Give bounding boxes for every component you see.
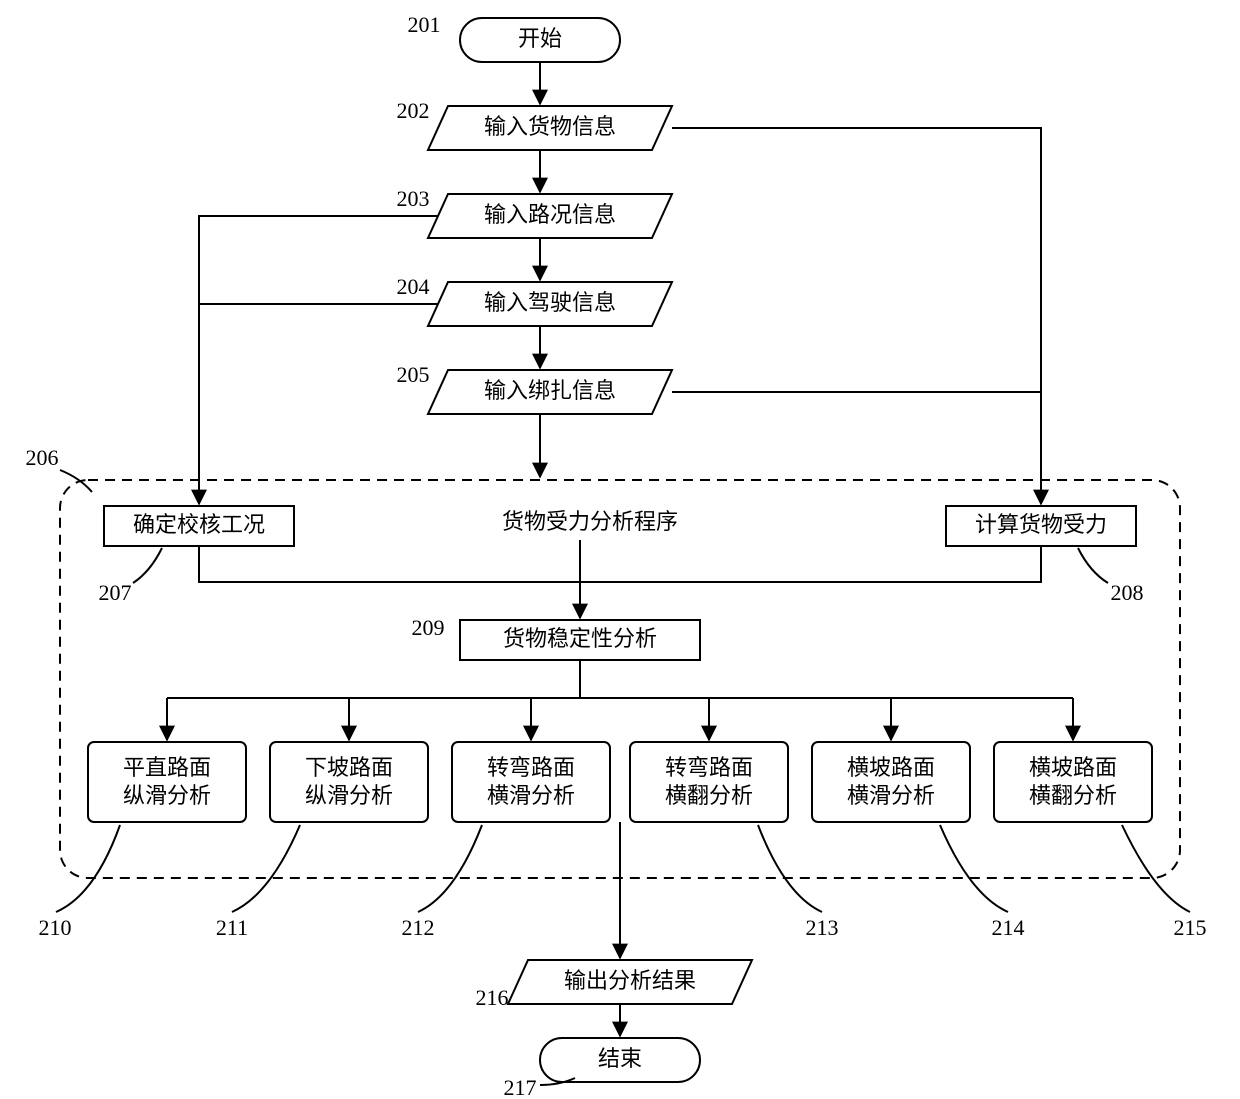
svg-text:纵滑分析: 纵滑分析 — [305, 783, 393, 808]
ref-215: 215 — [1174, 915, 1207, 940]
node-207-label: 确定校核工况 — [133, 512, 265, 537]
ref-206: 206 — [26, 445, 59, 470]
svg-text:下坡路面: 下坡路面 — [305, 755, 393, 780]
svg-text:转弯路面: 转弯路面 — [665, 755, 753, 780]
ref-202: 202 — [397, 98, 430, 123]
svg-text:横坡路面: 横坡路面 — [1029, 755, 1117, 780]
svg-text:横滑分析: 横滑分析 — [487, 783, 575, 808]
leader-214 — [940, 825, 1008, 912]
node-input-driving: 输入驾驶信息 — [428, 282, 672, 326]
svg-text:横翻分析: 横翻分析 — [665, 783, 753, 808]
node-input-driving-label: 输入驾驶信息 — [484, 290, 616, 315]
node-214: 横坡路面 横滑分析 — [812, 742, 970, 822]
container-title: 货物受力分析程序 — [502, 509, 678, 534]
svg-text:横坡路面: 横坡路面 — [847, 755, 935, 780]
node-start: 开始 — [460, 18, 620, 62]
node-calc-force: 计算货物受力 — [946, 506, 1136, 546]
leader-208 — [1078, 548, 1108, 583]
ref-217: 217 — [504, 1075, 537, 1099]
edge-203-207 — [199, 216, 438, 504]
leader-206 — [60, 470, 92, 492]
node-input-cargo-label: 输入货物信息 — [484, 114, 616, 139]
leader-211 — [232, 825, 300, 912]
node-determine-conditions: 确定校核工况 — [104, 506, 294, 546]
svg-text:横翻分析: 横翻分析 — [1029, 783, 1117, 808]
ref-211: 211 — [216, 915, 248, 940]
ref-203: 203 — [397, 186, 430, 211]
ref-212: 212 — [402, 915, 435, 940]
flowchart-canvas: 开始 201 输入货物信息 202 输入路况信息 203 输入驾驶信息 204 … — [0, 0, 1240, 1099]
node-output-result: 输出分析结果 — [508, 960, 752, 1004]
node-input-cargo: 输入货物信息 — [428, 106, 672, 150]
node-end-label: 结束 — [598, 1046, 642, 1071]
leader-210 — [56, 825, 120, 912]
ref-214: 214 — [992, 915, 1025, 940]
ref-205: 205 — [397, 362, 430, 387]
node-211: 下坡路面 纵滑分析 — [270, 742, 428, 822]
node-input-road-label: 输入路况信息 — [484, 202, 616, 227]
ref-216: 216 — [476, 985, 509, 1010]
leader-213 — [758, 825, 822, 912]
leader-207 — [133, 548, 162, 583]
svg-text:纵滑分析: 纵滑分析 — [123, 783, 211, 808]
node-216-label: 输出分析结果 — [564, 968, 696, 993]
node-input-lashing-label: 输入绑扎信息 — [484, 378, 616, 403]
bus-207-208 — [199, 546, 1041, 582]
edge-202-208 — [672, 128, 1041, 504]
ref-210: 210 — [39, 915, 72, 940]
leader-212 — [418, 825, 482, 912]
node-215: 横坡路面 横翻分析 — [994, 742, 1152, 822]
node-input-road: 输入路况信息 — [428, 194, 672, 238]
node-208-label: 计算货物受力 — [975, 512, 1107, 537]
ref-209: 209 — [412, 615, 445, 640]
node-209-label: 货物稳定性分析 — [503, 626, 657, 651]
ref-207: 207 — [99, 580, 132, 605]
node-212: 转弯路面 横滑分析 — [452, 742, 610, 822]
node-210: 平直路面 纵滑分析 — [88, 742, 246, 822]
svg-text:平直路面: 平直路面 — [123, 755, 211, 780]
svg-text:横滑分析: 横滑分析 — [847, 783, 935, 808]
ref-201: 201 — [408, 12, 441, 37]
node-stability-analysis: 货物稳定性分析 — [460, 620, 700, 660]
node-start-label: 开始 — [518, 26, 562, 51]
node-end: 结束 — [540, 1038, 700, 1082]
ref-213: 213 — [806, 915, 839, 940]
ref-208: 208 — [1111, 580, 1144, 605]
node-input-lashing: 输入绑扎信息 — [428, 370, 672, 414]
ref-204: 204 — [397, 274, 430, 299]
svg-text:转弯路面: 转弯路面 — [487, 755, 575, 780]
node-213: 转弯路面 横翻分析 — [630, 742, 788, 822]
